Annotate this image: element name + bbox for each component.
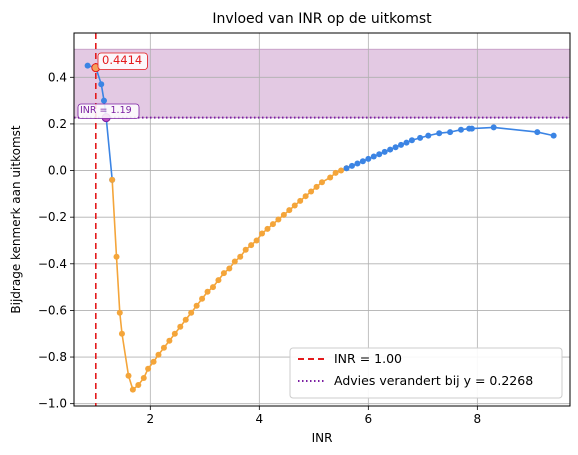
x-tick-label: 6 xyxy=(365,412,373,426)
data-point xyxy=(116,309,123,316)
legend-entry: INR = 1.00 xyxy=(334,351,402,366)
y-axis-title: Bijdrage kenmerk aan uitkomst xyxy=(9,125,23,313)
data-point xyxy=(269,221,276,228)
annotation-label-value: 0.4414 xyxy=(102,53,142,67)
data-point xyxy=(98,81,105,88)
data-point xyxy=(359,158,366,165)
data-point xyxy=(215,277,222,284)
data-point xyxy=(248,242,255,249)
legend-entry: Advies verandert bij y = 0.2268 xyxy=(334,373,533,388)
data-point xyxy=(100,97,107,104)
data-point xyxy=(447,129,454,136)
data-point xyxy=(231,258,238,265)
plot-background xyxy=(73,48,571,119)
data-point xyxy=(209,284,216,291)
data-point xyxy=(408,137,415,144)
data-point xyxy=(226,265,233,272)
data-point xyxy=(302,193,309,200)
data-point xyxy=(332,169,339,176)
data-point xyxy=(313,183,320,190)
data-point xyxy=(376,151,383,158)
data-point xyxy=(392,144,399,151)
data-point xyxy=(237,253,244,260)
data-point xyxy=(534,129,541,136)
data-point xyxy=(275,216,282,223)
data-point xyxy=(398,141,405,148)
x-tick-label: 2 xyxy=(146,412,154,426)
data-point xyxy=(348,162,355,169)
data-point xyxy=(182,316,189,323)
data-point xyxy=(150,358,157,365)
data-point xyxy=(286,207,293,214)
data-point xyxy=(297,197,304,204)
y-tick-label: −0.6 xyxy=(38,303,67,317)
x-tick-label: 8 xyxy=(474,412,482,426)
data-point xyxy=(129,386,136,393)
data-point xyxy=(381,148,388,155)
data-point xyxy=(259,230,266,237)
data-point xyxy=(403,139,410,146)
data-point xyxy=(468,125,475,132)
data-point xyxy=(145,365,152,372)
annotation-label-threshold: INR = 1.19 xyxy=(80,105,132,116)
data-point xyxy=(280,211,287,218)
data-point xyxy=(365,155,372,162)
data-point xyxy=(436,130,443,137)
y-tick-label: 0.2 xyxy=(48,117,67,131)
legend-box xyxy=(289,347,563,399)
axes: 2 4 6 8 −1.0 −0.8 −0.6 −0.4 −0.2 0.0 0.2 0.4 xyxy=(38,32,571,426)
data-point xyxy=(327,174,334,181)
x-axis-title: INR xyxy=(312,431,333,445)
data-point xyxy=(354,160,361,167)
data-point xyxy=(264,225,271,232)
data-point xyxy=(199,295,206,302)
annotation-label-threshold-box xyxy=(77,103,140,119)
data-point xyxy=(177,323,184,330)
data-point xyxy=(125,372,132,379)
data-point xyxy=(118,330,125,337)
annotations: 0.4414 INR = 1.19 xyxy=(77,52,148,123)
y-tick-label: −1.0 xyxy=(38,397,67,411)
data-point xyxy=(193,302,200,309)
data-point xyxy=(490,124,497,131)
data-point xyxy=(188,309,195,316)
data-point xyxy=(387,146,394,153)
y-tick-label: −0.4 xyxy=(38,257,67,271)
data-point xyxy=(155,351,162,358)
data-point xyxy=(220,270,227,277)
plot-frame xyxy=(73,32,571,407)
legend: INR = 1.00 Advies verandert bij y = 0.226… xyxy=(289,347,563,399)
data-point xyxy=(204,288,211,295)
data-point xyxy=(319,179,325,186)
data-point xyxy=(457,126,464,133)
data-point xyxy=(253,237,260,244)
data-point xyxy=(425,132,432,139)
data-point xyxy=(160,344,167,351)
data-point xyxy=(166,337,173,344)
data-point xyxy=(140,375,147,382)
reference-lines xyxy=(74,33,570,406)
data-point xyxy=(370,153,377,160)
y-tick-label: −0.2 xyxy=(38,210,67,224)
data-point xyxy=(113,253,120,260)
shaded-band xyxy=(73,48,571,119)
data-point xyxy=(338,167,345,174)
data-point xyxy=(171,330,178,337)
data-point xyxy=(135,382,142,389)
data-point xyxy=(84,62,91,69)
y-tick-label: 0.0 xyxy=(48,164,67,178)
data-point xyxy=(550,132,557,139)
data-point xyxy=(308,188,315,195)
data-point xyxy=(109,176,116,183)
y-tick-label: −0.8 xyxy=(38,350,67,364)
chart-title: Invloed van INR op de uitkomst xyxy=(212,11,432,27)
data-point xyxy=(242,246,249,253)
annotation-label-value-box xyxy=(97,52,148,70)
x-tick-label: 4 xyxy=(255,412,263,426)
data-point xyxy=(343,165,350,172)
data-point xyxy=(291,202,298,209)
data-point xyxy=(417,134,424,141)
y-tick-label: 0.4 xyxy=(48,70,67,84)
